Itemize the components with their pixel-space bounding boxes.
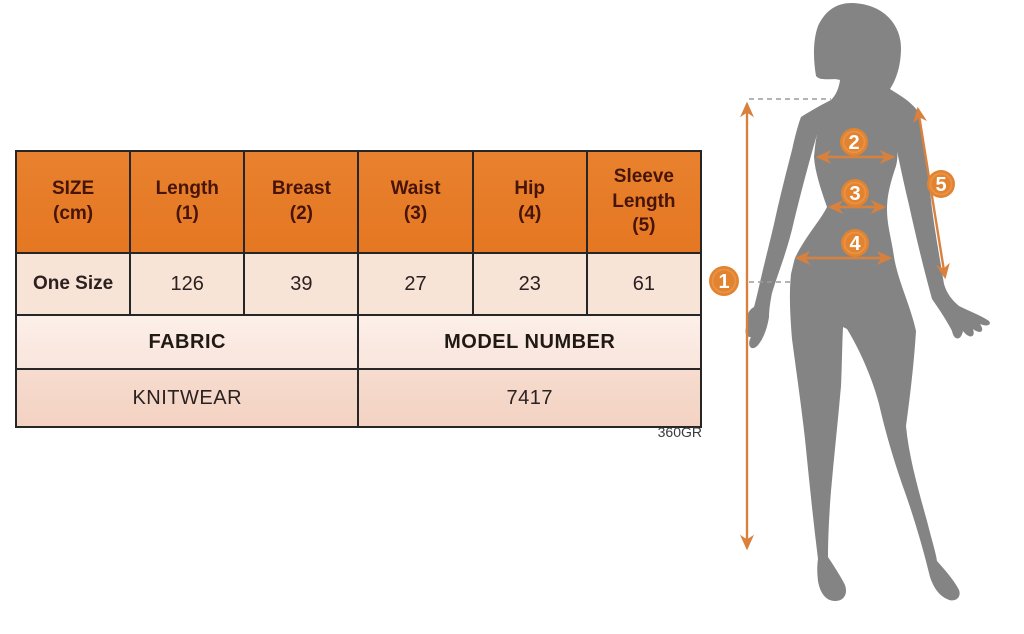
header-index: (2) xyxy=(289,203,313,224)
header-label: Sleeve Length xyxy=(612,165,676,212)
measure-marker-5: 5 xyxy=(927,170,955,198)
size-chart-table: SIZE (cm) Length (1) Breast (2) Waist (3… xyxy=(14,150,703,428)
fabric-label: FABRIC xyxy=(14,314,360,370)
sleeve-length-value: 61 xyxy=(585,252,703,316)
header-cell-length: Length (1) xyxy=(129,150,246,254)
waist-value: 27 xyxy=(357,252,474,316)
female-figure-silhouette xyxy=(745,3,990,601)
marker-number: 2 xyxy=(848,132,859,154)
header-cell-sleeve-length: Sleeve Length (5) xyxy=(585,150,703,254)
model-number-value: 7417 xyxy=(357,368,702,428)
header-cell-breast: Breast (2) xyxy=(243,150,360,254)
table-value-row: KNITWEAR 7417 xyxy=(14,368,702,428)
table-label-row: FABRIC MODEL NUMBER xyxy=(14,314,702,370)
size-value: One Size xyxy=(14,252,132,316)
hip-value: 23 xyxy=(471,252,588,316)
marker-number: 1 xyxy=(718,271,729,293)
measure-marker-4: 4 xyxy=(841,229,869,257)
header-cell-waist: Waist (3) xyxy=(357,150,474,254)
header-index: (5) xyxy=(632,215,656,237)
weight-note: 360GR xyxy=(657,424,702,440)
header-index: (1) xyxy=(175,203,199,224)
header-cell-size: SIZE (cm) xyxy=(14,150,132,254)
header-index: (4) xyxy=(518,203,542,224)
header-label: Length xyxy=(155,178,219,200)
measure-marker-2: 2 xyxy=(840,128,868,156)
marker-number: 3 xyxy=(849,183,860,205)
header-index: (3) xyxy=(403,203,428,224)
header-label: Hip xyxy=(514,178,545,200)
model-number-label: MODEL NUMBER xyxy=(357,314,702,370)
header-label: Breast xyxy=(271,178,331,200)
measure-marker-3: 3 xyxy=(841,179,869,207)
header-label: SIZE xyxy=(51,178,95,200)
header-label: Waist xyxy=(390,178,441,200)
measure-marker-1: 1 xyxy=(709,266,739,296)
measurement-figure: 1 2 3 4 5 xyxy=(709,3,990,601)
table-header-row: SIZE (cm) Length (1) Breast (2) Waist (3… xyxy=(14,150,703,254)
header-unit: (cm) xyxy=(53,203,94,224)
marker-number: 5 xyxy=(935,174,946,196)
header-cell-hip: Hip (4) xyxy=(471,150,588,254)
marker-number: 4 xyxy=(849,233,861,255)
fabric-value: KNITWEAR xyxy=(14,368,360,428)
breast-value: 39 xyxy=(243,252,360,316)
length-value: 126 xyxy=(129,252,246,316)
table-size-row: One Size 126 39 27 23 61 xyxy=(14,252,703,316)
